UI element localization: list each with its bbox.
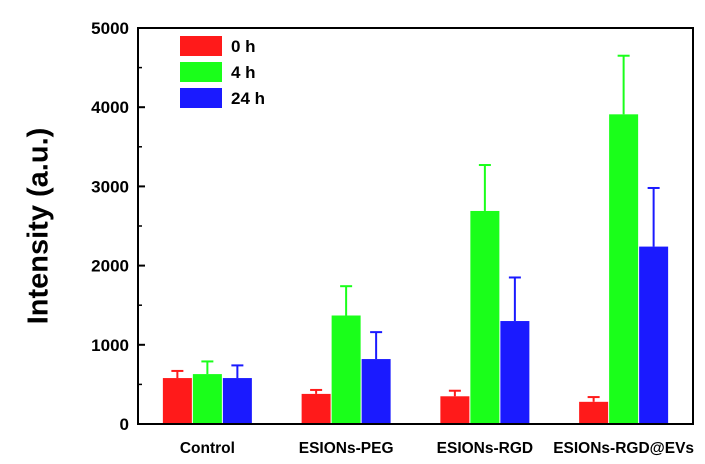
- x-category-label: Control: [180, 440, 235, 457]
- legend-swatch: [180, 36, 222, 56]
- bar: [331, 315, 361, 424]
- y-tick-label: 3000: [91, 177, 129, 196]
- y-tick-label: 2000: [91, 257, 129, 276]
- legend-swatch: [180, 62, 222, 82]
- legend-label: 24 h: [231, 89, 265, 108]
- y-axis-title: Intensity (a.u.): [23, 128, 55, 325]
- bar: [222, 378, 252, 424]
- bar: [500, 321, 530, 424]
- y-tick-label: 1000: [91, 336, 129, 355]
- bar: [192, 374, 222, 424]
- bar: [609, 114, 639, 424]
- y-axis-ticks: 0 1000 2000 3000 4000 5000: [91, 19, 145, 434]
- bar: [361, 359, 391, 424]
- bar: [470, 210, 500, 424]
- y-tick-label: 5000: [91, 19, 129, 38]
- legend-label: 4 h: [231, 63, 256, 82]
- bars-layer: [162, 114, 669, 424]
- x-category-label: ESIONs-PEG: [299, 440, 394, 457]
- legend-label: 0 h: [231, 37, 256, 56]
- error-bars-layer: [171, 54, 660, 402]
- bar: [301, 393, 331, 424]
- legend: 0 h 4 h 24 h: [180, 36, 265, 108]
- y-tick-label: 4000: [91, 98, 129, 117]
- y-tick-label: 0: [120, 415, 129, 434]
- bar: [162, 378, 192, 424]
- bar: [579, 401, 609, 424]
- bar: [440, 396, 470, 424]
- bar: [639, 246, 669, 424]
- legend-swatch: [180, 88, 222, 108]
- x-category-label: ESIONs-RGD: [437, 440, 533, 457]
- x-axis-ticks: Control ESIONs-PEG ESIONs-RGD ESIONs-RGD@EV…: [180, 440, 694, 457]
- x-category-label: ESIONs-RGD@EVs: [553, 440, 694, 457]
